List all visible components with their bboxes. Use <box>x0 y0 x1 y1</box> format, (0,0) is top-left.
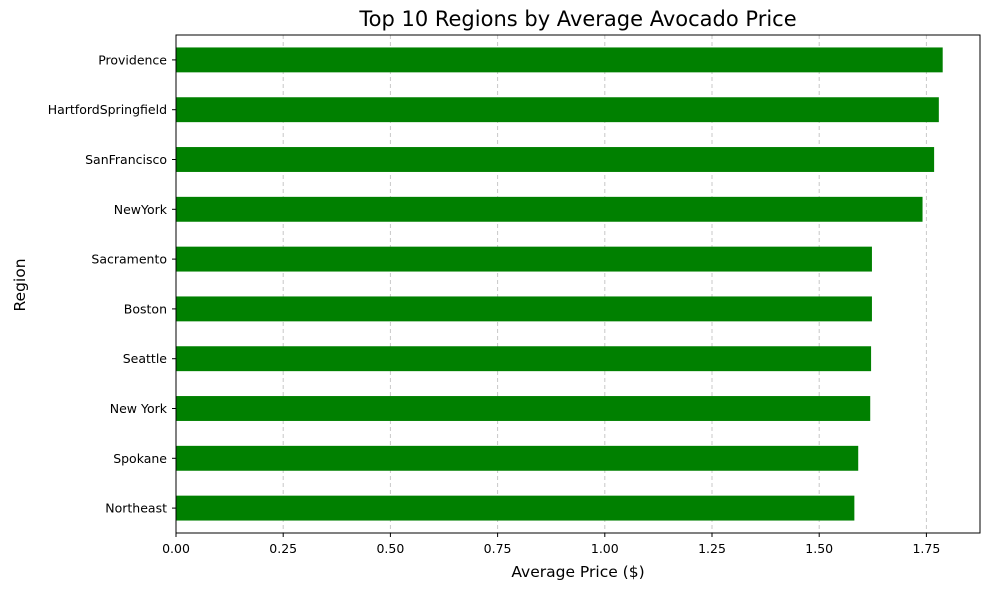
x-tick-label: 0.50 <box>376 541 404 556</box>
y-tick-label: Providence <box>98 52 167 67</box>
bar <box>176 495 855 521</box>
y-tick-label: Northeast <box>105 501 167 516</box>
bar <box>176 396 871 421</box>
x-axis-label: Average Price ($) <box>511 563 644 581</box>
x-tick-label: 1.25 <box>698 541 726 556</box>
y-tick-label: Spokane <box>113 451 167 466</box>
bar <box>176 346 872 372</box>
x-tick-label: 0.75 <box>484 541 512 556</box>
y-axis-label: Region <box>11 258 29 311</box>
x-tick-label: 1.50 <box>805 541 833 556</box>
x-tick-label: 1.75 <box>912 541 940 556</box>
bar <box>176 246 872 272</box>
bar <box>176 47 943 73</box>
y-tick-label: New York <box>110 401 168 416</box>
y-tick-label: HartfordSpringfield <box>48 102 167 117</box>
x-tick-label: 1.00 <box>591 541 619 556</box>
y-tick-label: Sacramento <box>91 252 167 267</box>
bar <box>176 147 935 172</box>
bar <box>176 296 872 322</box>
bars <box>176 47 943 521</box>
axes <box>175 34 981 534</box>
y-tick-label: SanFrancisco <box>85 152 167 167</box>
y-tick-label: Boston <box>124 301 167 316</box>
chart-title: Top 10 Regions by Average Avocado Price <box>358 7 796 31</box>
plot-frame <box>175 34 981 534</box>
x-tick-label: 0.25 <box>269 541 297 556</box>
bar <box>176 97 939 123</box>
y-tick-label: NewYork <box>114 202 168 217</box>
bar <box>176 196 923 222</box>
y-ticks: Providence HartfordSpringfield SanFrancisc… <box>48 52 176 516</box>
x-ticks: 0.00 0.25 0.50 0.75 1.00 1.25 1.50 1.75 <box>162 533 940 556</box>
x-tick-label: 0.00 <box>162 541 190 556</box>
bar <box>176 445 859 471</box>
y-tick-label: Seattle <box>123 351 168 366</box>
